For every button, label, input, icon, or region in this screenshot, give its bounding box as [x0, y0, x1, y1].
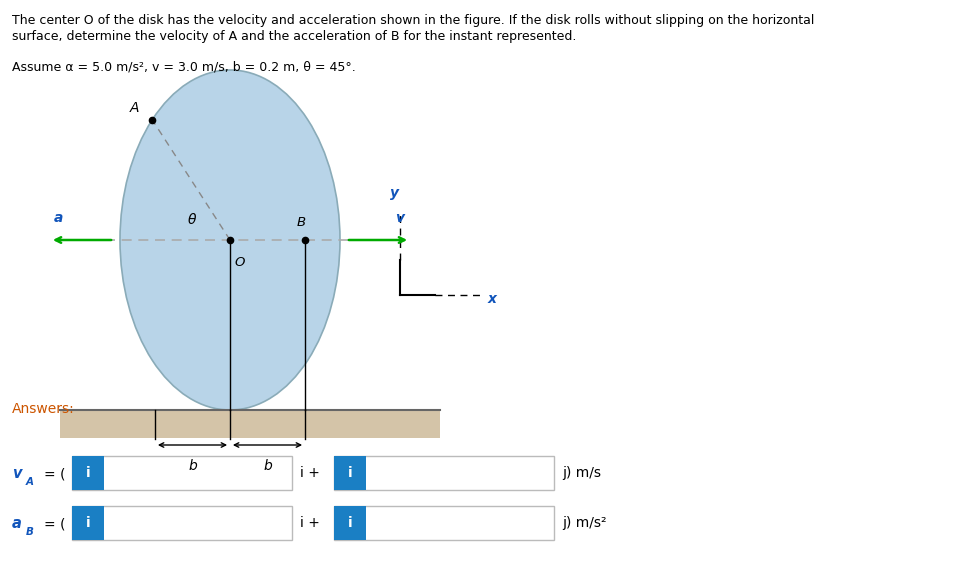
Text: Answers:: Answers: [12, 402, 75, 416]
Text: b: b [263, 459, 272, 473]
Text: a: a [54, 211, 63, 225]
Text: v: v [395, 211, 404, 225]
Text: y: y [390, 186, 398, 200]
Text: j) m/s: j) m/s [562, 466, 601, 480]
Text: O: O [234, 256, 245, 269]
Text: The center O of the disk has the velocity and acceleration shown in the figure. : The center O of the disk has the velocit… [12, 14, 814, 27]
Text: x: x [488, 292, 497, 306]
FancyBboxPatch shape [72, 456, 104, 490]
Text: surface, determine the velocity of A and the acceleration of B for the instant r: surface, determine the velocity of A and… [12, 30, 576, 43]
Text: A: A [26, 477, 34, 487]
Text: θ: θ [188, 213, 197, 227]
Bar [60, 410, 440, 438]
Text: i: i [348, 516, 352, 530]
Text: i +: i + [300, 516, 320, 530]
FancyBboxPatch shape [72, 506, 292, 540]
Text: B: B [297, 216, 306, 229]
FancyBboxPatch shape [334, 456, 554, 490]
Text: i +: i + [300, 466, 320, 480]
FancyBboxPatch shape [334, 506, 554, 540]
Text: B: B [26, 527, 34, 537]
Text: Assume α = 5.0 m/s², v = 3.0 m/s, b = 0.2 m, θ = 45°.: Assume α = 5.0 m/s², v = 3.0 m/s, b = 0.… [12, 60, 356, 73]
Text: i: i [85, 466, 90, 480]
Text: b: b [188, 459, 197, 473]
Text: v: v [12, 466, 21, 482]
FancyBboxPatch shape [334, 456, 366, 490]
Text: A: A [131, 101, 140, 115]
FancyBboxPatch shape [72, 506, 104, 540]
FancyBboxPatch shape [334, 506, 366, 540]
Text: i: i [85, 516, 90, 530]
Text: = (: = ( [44, 517, 65, 531]
FancyBboxPatch shape [72, 456, 292, 490]
Ellipse shape [120, 70, 340, 410]
Text: = (: = ( [44, 467, 65, 481]
Text: i: i [348, 466, 352, 480]
Text: a: a [12, 517, 22, 532]
Text: j) m/s²: j) m/s² [562, 516, 607, 530]
